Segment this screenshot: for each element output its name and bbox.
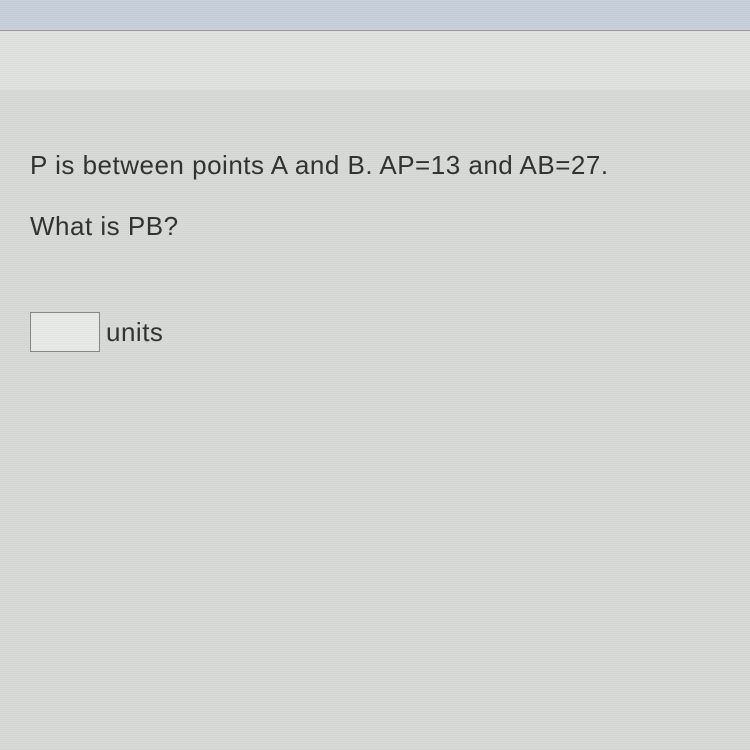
answer-row: units [30,312,720,352]
separator-bar [0,30,750,90]
answer-input[interactable] [30,312,100,352]
question-text-line-2: What is PB? [30,211,720,242]
units-label: units [106,317,163,348]
top-accent-bar [0,0,750,30]
question-text-line-1: P is between points A and B. AP=13 and A… [30,150,720,181]
question-content: P is between points A and B. AP=13 and A… [0,90,750,382]
